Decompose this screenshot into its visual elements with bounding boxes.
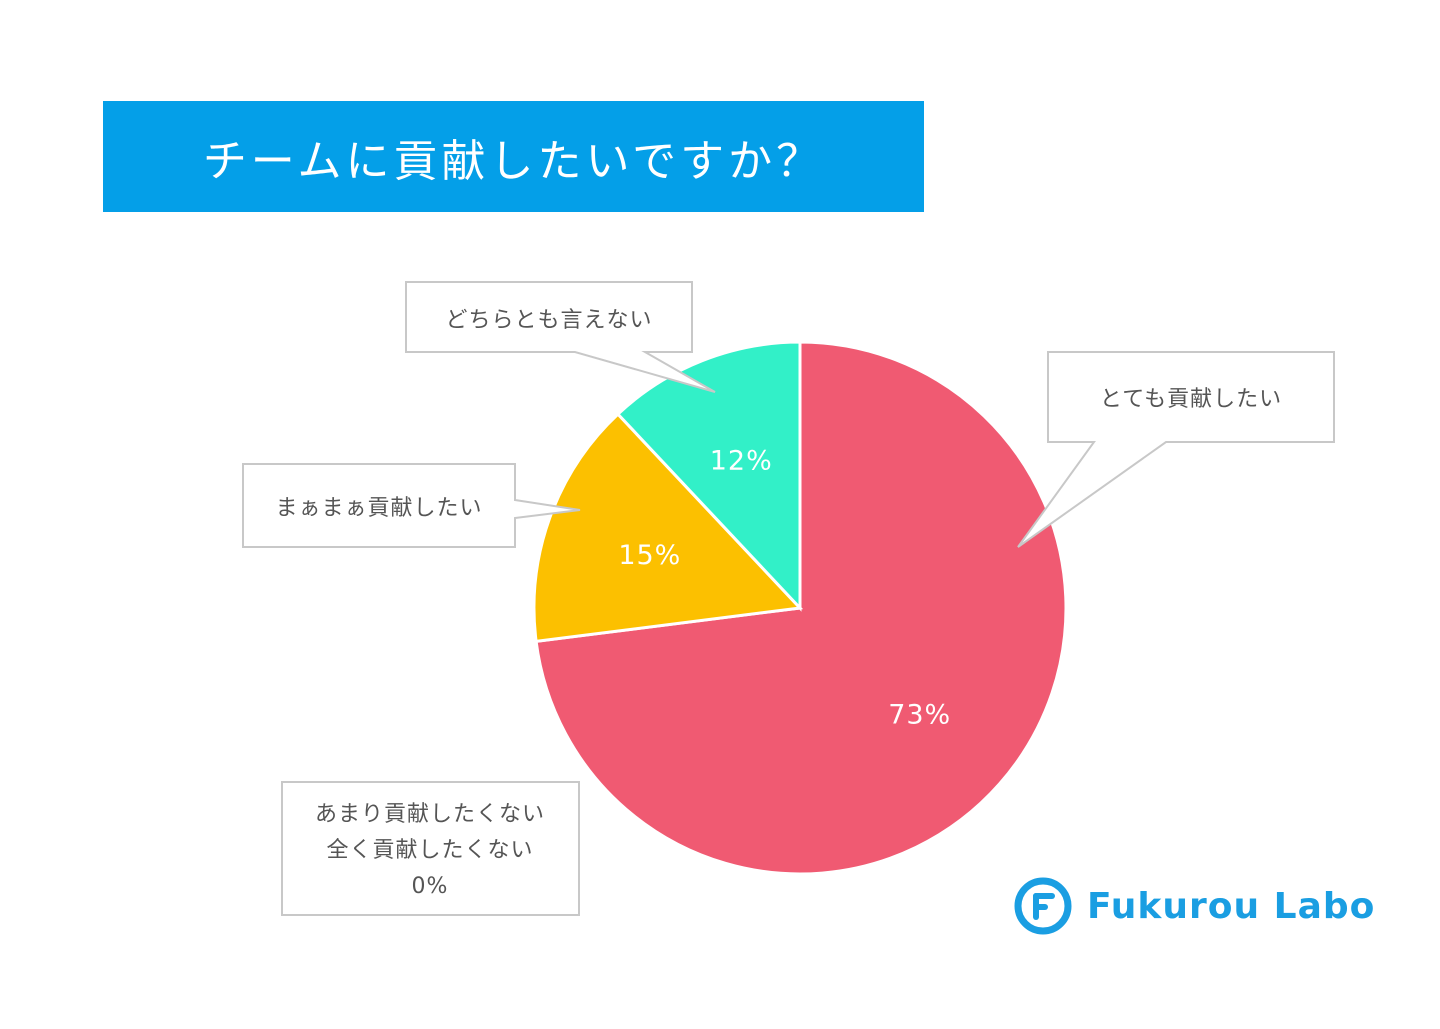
callout-somewhat: まぁまぁ貢献したい xyxy=(242,463,581,548)
pie-slice-2 xyxy=(615,340,802,612)
zero-note-line-1: あまり貢献したくない xyxy=(315,802,545,827)
callout-neutral-label: どちらとも言えない xyxy=(445,308,652,333)
zero-note-line-2: 全く貢献したくない xyxy=(326,838,533,863)
pie-slice-1 xyxy=(532,411,804,644)
logo: Fukurou Labo xyxy=(1013,876,1375,936)
chart-title: チームに貢献したいですか？ xyxy=(202,135,825,187)
logo-text: Fukurou Labo xyxy=(1087,885,1376,927)
callout-very: とても貢献したい xyxy=(1017,351,1335,548)
zero-note-line-3: 0% xyxy=(412,874,449,899)
pie-slice-label-1: 15% xyxy=(618,540,681,571)
callout-neutral: どちらとも言えない xyxy=(405,281,716,393)
owl-f-logo-icon xyxy=(1014,877,1072,935)
callout-very-label: とても貢献したい xyxy=(1100,387,1282,412)
pie-slice-label-0: 73% xyxy=(888,700,951,731)
title-banner: チームに貢献したいですか？ xyxy=(103,101,924,212)
zero-note: あまり貢献したくない 全く貢献したくない 0% xyxy=(281,781,580,916)
pie-slice-label-2: 12% xyxy=(710,446,773,477)
callout-somewhat-label: まぁまぁ貢献したい xyxy=(275,496,482,521)
